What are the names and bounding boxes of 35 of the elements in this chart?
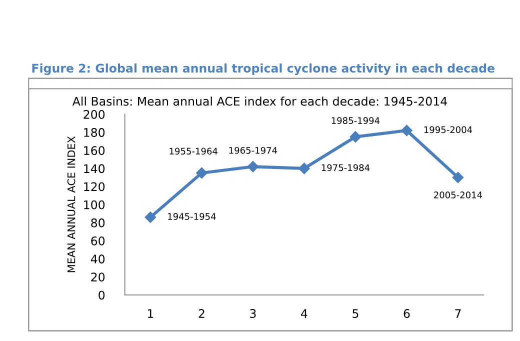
y-axis-title: MEAN ANNUAL ACE INDEX xyxy=(67,136,76,272)
x-tick-label: 1 xyxy=(148,309,154,318)
x-tick-label: 3 xyxy=(250,309,256,318)
y-tick-label: 80 xyxy=(91,218,105,228)
x-tick-label: 6 xyxy=(404,309,410,318)
annotation: 1955-1964 xyxy=(170,148,218,155)
y-tick-label: 140 xyxy=(84,164,105,174)
point xyxy=(401,124,412,136)
y-tick-label: 180 xyxy=(84,128,105,137)
annotation: 1965-1974 xyxy=(229,146,278,154)
x-tick-label: 7 xyxy=(455,309,461,318)
point xyxy=(298,162,310,174)
y-tick-label: 160 xyxy=(84,146,105,156)
y-tick-label: 120 xyxy=(84,182,105,192)
chart-subtitle: All Basins: Mean annual ACE index for each decade: 1945-2014 xyxy=(72,96,447,106)
annotation: 1975-1984 xyxy=(322,164,370,172)
x-tick-label: 5 xyxy=(352,309,358,318)
annotation: 1945-1954 xyxy=(168,213,216,220)
point xyxy=(144,212,156,223)
y-tick-label: 20 xyxy=(91,272,105,282)
y-tick-label: 60 xyxy=(91,236,105,246)
y-tick-label: 40 xyxy=(90,254,105,264)
y-tick-label: 0 xyxy=(98,290,105,300)
x-tick-label: 2 xyxy=(198,309,204,318)
point xyxy=(247,161,259,172)
annotation: 2005-2014 xyxy=(434,192,482,198)
point xyxy=(350,131,362,142)
x-tick-label: 4 xyxy=(301,309,308,318)
point xyxy=(196,167,208,179)
annotation: 1995-2004 xyxy=(424,126,472,134)
point xyxy=(452,172,464,184)
annotation: 1985-1994 xyxy=(332,117,380,124)
y-tick-label: 200 xyxy=(84,110,105,119)
y-tick-label: 100 xyxy=(84,200,105,210)
chart-title: Figure 2: Global mean annual tropical cyclone activity in each decade xyxy=(32,64,494,76)
